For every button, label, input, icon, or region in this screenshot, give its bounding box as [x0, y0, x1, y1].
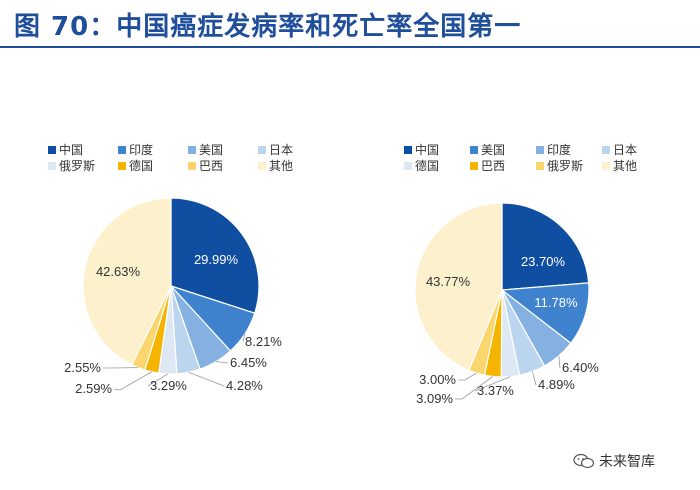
slice-label: 43.77% [426, 274, 471, 289]
legend-label: 美国 [199, 143, 223, 157]
legend-label: 其他 [613, 159, 637, 173]
slice-label: 2.59% [75, 381, 112, 396]
legend-label: 德国 [129, 158, 153, 173]
slice-label: 6.45% [230, 355, 267, 370]
legend-item: 德国 [404, 158, 439, 173]
legend-item: 日本 [258, 143, 293, 157]
slice-label: 3.37% [477, 383, 514, 398]
slice-label: 3.29% [150, 378, 187, 393]
slice-label: 23.70% [521, 254, 566, 269]
slice-label: 3.09% [416, 391, 453, 406]
legend-label: 印度 [547, 142, 571, 157]
legend-label: 俄罗斯 [547, 159, 583, 173]
legend-item: 俄罗斯 [536, 159, 583, 173]
legend-item: 印度 [118, 142, 153, 157]
legend-label: 德国 [415, 158, 439, 173]
leader-line [458, 372, 477, 381]
watermark-text: 未来智库 [599, 454, 655, 470]
slice-label: 6.40% [562, 360, 599, 375]
legend-label: 巴西 [481, 159, 505, 173]
legend-label: 中国 [59, 142, 83, 157]
leader-line [188, 371, 225, 387]
pie-slice [501, 202, 590, 291]
legend-item: 日本 [602, 143, 637, 157]
slice-label: 29.99% [194, 252, 239, 267]
legend-item: 印度 [536, 142, 571, 157]
legend-label: 日本 [613, 143, 637, 157]
legend-item: 其他 [258, 159, 293, 173]
legend-swatch [536, 162, 544, 170]
legend-swatch [470, 162, 478, 170]
legend-swatch [258, 146, 266, 154]
legend-swatch [48, 146, 56, 154]
legend-item: 美国 [470, 143, 505, 157]
legend-swatch [536, 146, 544, 154]
pie-slice [82, 197, 172, 366]
watermark: 未来智库 [573, 451, 655, 471]
legend-item: 其他 [602, 159, 637, 173]
legend-swatch [118, 146, 126, 154]
pie-slice [414, 202, 503, 372]
legend-swatch [404, 146, 412, 154]
wechat-icon [573, 453, 595, 469]
legend-label: 其他 [269, 159, 293, 173]
legend-item: 中国 [48, 142, 83, 157]
slice-label: 4.89% [538, 377, 575, 392]
slice-label: 4.28% [226, 378, 263, 393]
legend-swatch [188, 162, 196, 170]
slice-label: 2.55% [64, 360, 101, 375]
slice-label: 42.63% [96, 264, 141, 279]
legend-swatch [48, 162, 56, 170]
legend-swatch [404, 162, 412, 170]
leader-line [474, 376, 511, 392]
legend-label: 俄罗斯 [59, 159, 95, 173]
page-title: 图 70：中国癌症发病率和死亡率全国第一 [14, 12, 522, 42]
pie-slice [170, 197, 260, 314]
leader-line [532, 371, 537, 386]
legend-swatch [258, 162, 266, 170]
legend-item: 美国 [188, 143, 223, 157]
legend-item: 德国 [118, 158, 153, 173]
slice-label: 3.00% [419, 372, 456, 387]
legend-item: 中国 [404, 142, 439, 157]
leader-line [242, 333, 246, 343]
legend-swatch [602, 146, 610, 154]
legend-label: 巴西 [199, 159, 223, 173]
leader-line [455, 376, 494, 400]
legend-swatch [118, 162, 126, 170]
legend-item: 巴西 [188, 159, 223, 173]
legend-label: 中国 [415, 142, 439, 157]
legend-swatch [188, 146, 196, 154]
pie-slice [500, 282, 590, 345]
legend-label: 日本 [269, 143, 293, 157]
leader-line [113, 371, 152, 391]
leader-line [216, 361, 229, 364]
title-rule [0, 46, 700, 48]
slice-label: 11.78% [534, 295, 578, 310]
leader-line [558, 355, 561, 369]
legend-label: 印度 [129, 142, 153, 157]
legend-item: 巴西 [470, 159, 505, 173]
slice-label: 8.21% [245, 334, 282, 349]
legend-swatch [602, 162, 610, 170]
leader-line [147, 373, 169, 387]
legend-swatch [470, 146, 478, 154]
legend-item: 俄罗斯 [48, 159, 95, 173]
legend-label: 美国 [481, 143, 505, 157]
